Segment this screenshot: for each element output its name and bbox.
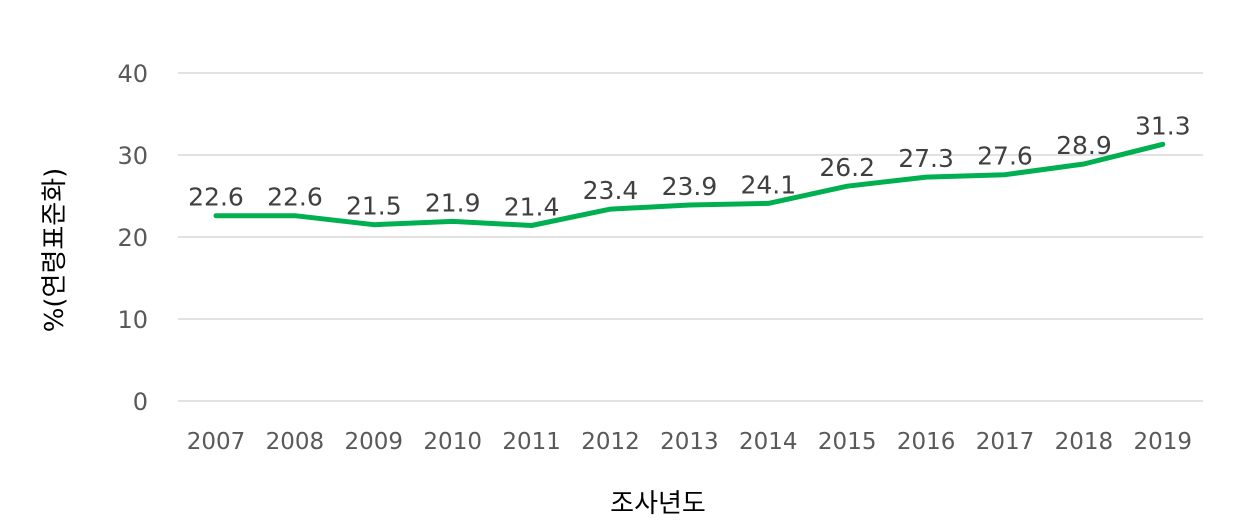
x-tick-label: 2019 (1134, 429, 1193, 455)
x-tick-label: 2012 (581, 429, 640, 455)
y-tick-label: 10 (117, 306, 148, 334)
x-tick-label: 2011 (502, 429, 561, 455)
x-tick-labels: 2007 2008 2009 2010 2011 2012 2013 2014 2015 2016… (187, 429, 1192, 455)
grid-lines (178, 72, 1203, 402)
y-tick-label: 0 (133, 388, 148, 416)
series-line (213, 141, 1166, 228)
x-axis-title: 조사년도 (610, 489, 706, 519)
y-tick-labels: 0 10 20 30 40 (117, 60, 148, 416)
y-tick-label: 40 (117, 60, 148, 88)
y-tick-label: 20 (117, 224, 148, 252)
data-label: 27.6 (977, 142, 1033, 171)
data-labels: 22.6 22.6 21.5 21.9 21.4 23.4 23.9 24.1 26.2 27.3… (188, 111, 1190, 221)
x-tick-label: 2010 (423, 429, 482, 455)
data-label: 28.9 (1056, 131, 1112, 160)
y-tick-label: 30 (117, 142, 148, 170)
data-label: 23.9 (662, 172, 718, 201)
x-tick-label: 2013 (660, 429, 719, 455)
data-label: 22.6 (267, 183, 323, 212)
series (213, 141, 1166, 228)
x-tick-label: 2015 (818, 429, 877, 455)
x-tick-label: 2014 (739, 429, 798, 455)
data-label: 24.1 (740, 170, 796, 199)
x-tick-label: 2007 (187, 429, 246, 455)
y-axis-title: %(연령표준화) (40, 168, 70, 333)
x-tick-label: 2017 (976, 429, 1035, 455)
x-tick-label: 2016 (897, 429, 956, 455)
data-label: 21.5 (346, 192, 402, 221)
data-label: 31.3 (1135, 111, 1191, 140)
data-label: 21.9 (425, 188, 481, 217)
data-label: 23.4 (583, 176, 639, 205)
data-label: 26.2 (819, 153, 875, 182)
data-label: 21.4 (504, 193, 560, 222)
data-label: 27.3 (898, 144, 954, 173)
x-tick-label: 2008 (266, 429, 325, 455)
x-tick-label: 2018 (1055, 429, 1114, 455)
data-label: 22.6 (188, 183, 244, 212)
x-tick-label: 2009 (345, 429, 404, 455)
